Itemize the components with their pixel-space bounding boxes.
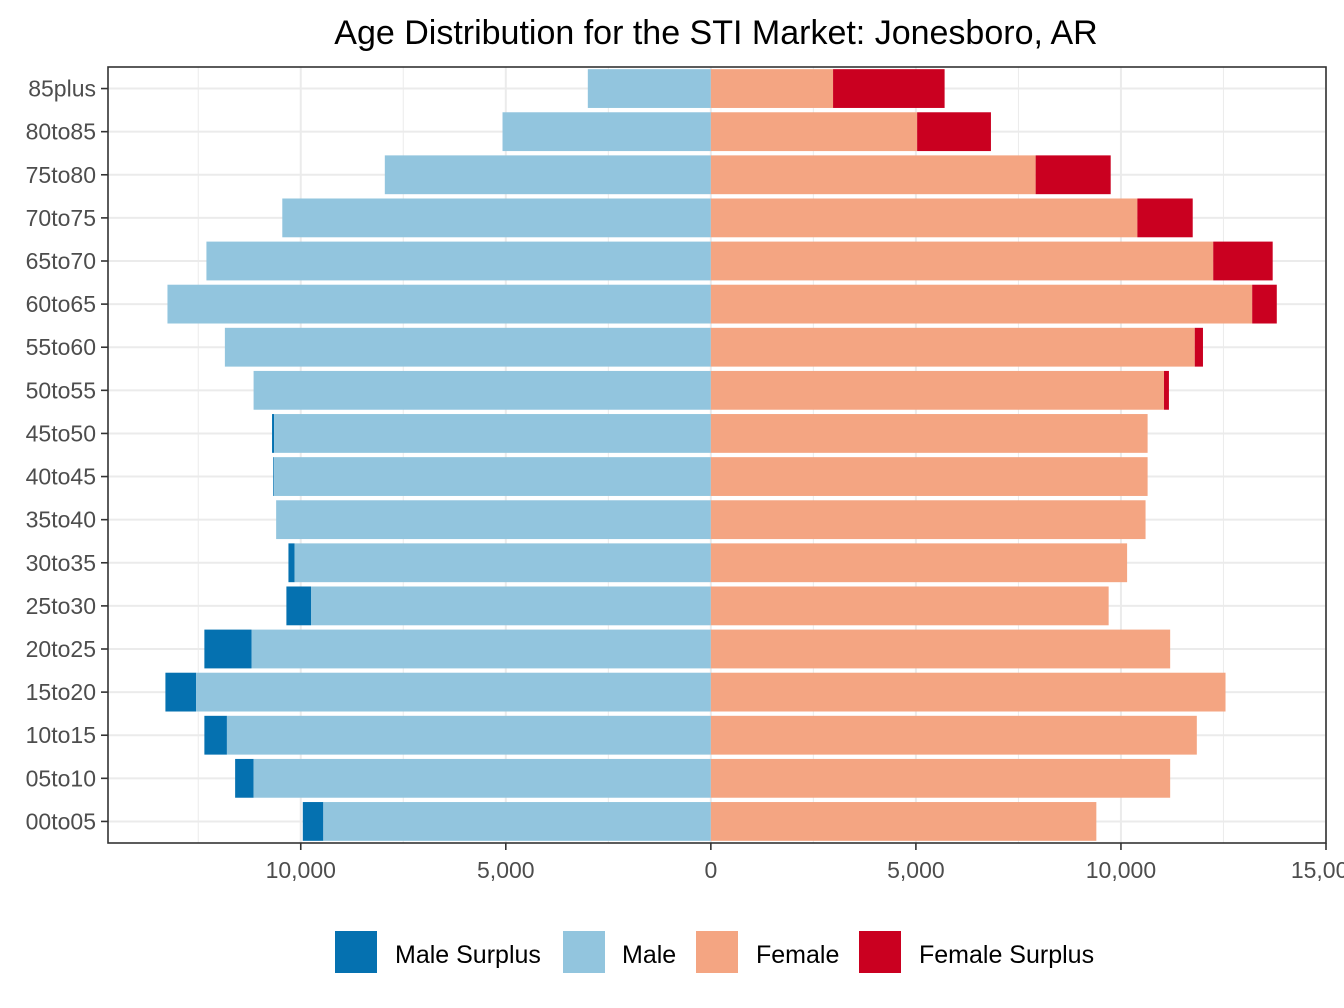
y-tick-label: 00to05 — [26, 808, 96, 834]
bar-male-10to15 — [226, 715, 711, 755]
legend-label-male: Male — [622, 941, 676, 969]
legend-label-female: Female — [756, 941, 839, 969]
y-tick-label: 05to10 — [26, 765, 96, 791]
bar-female-surplus-65to70 — [1213, 241, 1273, 281]
bar-male-25to30 — [311, 586, 711, 626]
bar-male-surplus-40to45 — [273, 457, 275, 496]
bar-female-surplus-50to55 — [1164, 370, 1169, 410]
legend-key-female-surplus — [859, 931, 901, 973]
x-tick-label: 15,000 — [1291, 857, 1344, 883]
bar-female-10to15 — [710, 715, 1197, 755]
legend-key-female — [696, 931, 738, 973]
legend: Male Surplus Male Female Female Surplus — [335, 931, 1094, 973]
bar-male-65to70 — [206, 241, 711, 281]
bar-female-40to45 — [710, 457, 1148, 496]
y-tick-label: 35to40 — [26, 507, 96, 533]
bar-male-80to85 — [502, 112, 711, 152]
bar-male-surplus-15to20 — [165, 672, 197, 712]
y-tick-label: 15to20 — [26, 679, 96, 705]
x-tick-label: 10,000 — [266, 857, 336, 883]
y-tick-label: 25to30 — [26, 593, 96, 619]
bar-male-00to05 — [323, 802, 711, 841]
bar-male-15to20 — [196, 672, 711, 712]
x-axis: 10,000 5,000 0 5,000 10,000 15,000 — [266, 843, 1344, 883]
y-tick-label: 55to60 — [26, 334, 96, 360]
bar-male-45to50 — [274, 414, 711, 453]
bar-female-80to85 — [710, 112, 918, 152]
bar-male-60to65 — [167, 284, 711, 324]
bar-female-25to30 — [710, 586, 1109, 626]
bar-male-surplus-00to05 — [302, 802, 324, 841]
bar-male-85plus — [587, 69, 711, 108]
y-tick-label: 50to55 — [26, 377, 96, 403]
y-tick-label: 10to15 — [26, 722, 96, 748]
bar-female-30to35 — [710, 543, 1128, 583]
bar-male-30to35 — [294, 543, 711, 583]
bar-female-45to50 — [710, 414, 1148, 453]
bar-male-70to75 — [282, 198, 711, 238]
bar-female-75to80 — [710, 155, 1036, 195]
y-tick-label: 60to65 — [26, 291, 96, 317]
bar-female-surplus-70to75 — [1137, 198, 1193, 238]
y-tick-label: 30to35 — [26, 550, 96, 576]
bar-female-15to20 — [710, 672, 1226, 712]
bar-female-surplus-80to85 — [917, 112, 991, 152]
bar-female-00to05 — [710, 802, 1097, 841]
legend-label-male-surplus: Male Surplus — [395, 941, 541, 969]
y-tick-label: 20to25 — [26, 636, 96, 662]
bar-male-surplus-30to35 — [288, 543, 295, 583]
x-tick-label: 5,000 — [477, 857, 535, 883]
bar-female-85plus — [710, 69, 834, 108]
legend-key-male — [563, 931, 605, 973]
bar-male-surplus-45to50 — [272, 414, 275, 453]
y-tick-label: 70to75 — [26, 205, 96, 231]
y-tick-label: 80to85 — [26, 119, 96, 145]
chart-title: Age Distribution for the STI Market: Jon… — [334, 14, 1097, 52]
y-axis: 00to05 05to10 10to15 15to20 20to25 25to30 30to… — [26, 76, 108, 834]
bar-male-surplus-25to30 — [286, 586, 311, 626]
bar-male-surplus-05to10 — [235, 758, 254, 798]
x-tick-label: 0 — [704, 857, 717, 883]
bars — [165, 69, 1277, 841]
plot-panel-border — [107, 66, 1327, 844]
bar-male-55to60 — [224, 327, 711, 367]
bar-female-05to10 — [710, 758, 1171, 798]
y-tick-label: 75to80 — [26, 162, 96, 188]
bar-female-65to70 — [710, 241, 1214, 281]
bar-male-75to80 — [384, 155, 711, 195]
legend-label-female-surplus: Female Surplus — [919, 941, 1094, 969]
bar-male-surplus-10to15 — [204, 715, 227, 755]
bar-male-50to55 — [253, 370, 711, 410]
bar-female-35to40 — [710, 500, 1146, 540]
bar-female-surplus-55to60 — [1194, 327, 1203, 367]
y-tick-label: 40to45 — [26, 464, 96, 490]
bar-female-70to75 — [710, 198, 1138, 238]
bar-male-40to45 — [274, 457, 711, 496]
bar-male-05to10 — [253, 758, 711, 798]
bar-female-surplus-60to65 — [1252, 284, 1277, 324]
y-tick-label: 85plus — [28, 76, 96, 102]
bar-male-35to40 — [276, 500, 711, 540]
bar-female-60to65 — [710, 284, 1253, 324]
bar-female-20to25 — [710, 629, 1171, 669]
bar-female-55to60 — [710, 327, 1195, 367]
bar-male-surplus-20to25 — [204, 629, 252, 669]
bar-female-surplus-75to80 — [1035, 155, 1111, 195]
x-tick-label: 10,000 — [1086, 857, 1156, 883]
legend-key-male-surplus — [335, 931, 377, 973]
y-tick-label: 65to70 — [26, 248, 96, 274]
bar-female-surplus-85plus — [833, 69, 945, 108]
bar-female-50to55 — [710, 370, 1165, 410]
bar-male-20to25 — [251, 629, 711, 669]
x-tick-label: 5,000 — [887, 857, 945, 883]
y-tick-label: 45to50 — [26, 420, 96, 446]
